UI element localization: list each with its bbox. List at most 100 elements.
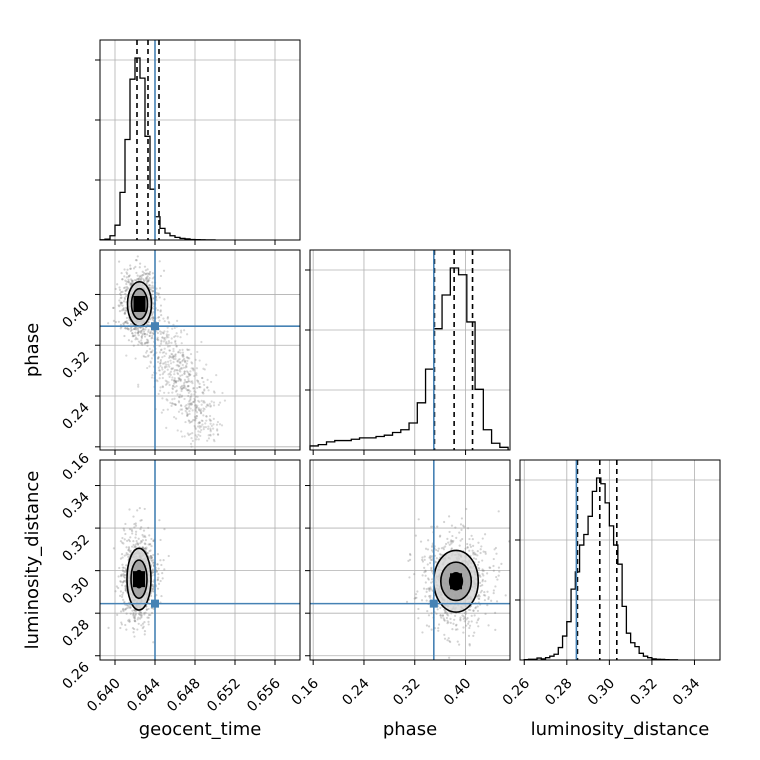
sample-point: [150, 357, 153, 360]
sample-point: [128, 283, 132, 286]
sample-point: [163, 298, 166, 301]
sample-point: [132, 631, 135, 634]
sample-point: [122, 591, 125, 594]
sample-point: [174, 403, 177, 406]
sample-point: [146, 355, 149, 358]
xtick-label: 0.640: [84, 676, 124, 716]
sample-point: [446, 639, 449, 642]
sample-point: [125, 276, 128, 279]
sample-point: [181, 354, 184, 357]
sample-point: [454, 526, 457, 529]
sample-point: [114, 287, 117, 291]
sample-point: [143, 611, 146, 615]
sample-point: [146, 278, 150, 281]
sample-point: [142, 278, 145, 281]
sample-point: [463, 616, 466, 619]
xtick-label: 0.40: [441, 676, 474, 709]
sample-point: [457, 643, 461, 646]
sample-point: [147, 341, 150, 344]
sample-point: [194, 434, 197, 437]
sample-point: [467, 608, 470, 611]
sample-point: [123, 529, 126, 532]
sample-point: [143, 335, 147, 338]
sample-point: [413, 573, 416, 576]
sample-point: [124, 570, 127, 573]
sample-point: [144, 273, 147, 276]
sample-point: [472, 609, 475, 612]
sample-point: [207, 389, 210, 392]
sample-point: [189, 432, 192, 436]
sample-point: [158, 287, 162, 290]
sample-point: [493, 548, 496, 551]
sample-point: [459, 523, 463, 526]
sample-point: [484, 580, 487, 583]
truth-marker: [429, 599, 438, 608]
sample-point: [149, 332, 152, 335]
sample-point: [210, 400, 213, 403]
sample-point: [170, 367, 173, 370]
sample-point: [189, 407, 192, 410]
sample-point: [122, 309, 125, 312]
sample-point: [449, 617, 452, 620]
sample-point: [173, 335, 176, 339]
sample-point: [450, 542, 453, 545]
sample-point: [137, 542, 140, 545]
sample-point: [211, 457, 213, 459]
sample-point: [126, 539, 129, 542]
sample-point: [172, 347, 175, 351]
scatter-geocent_time-luminosity_distance: [100, 460, 300, 660]
sample-point: [123, 296, 126, 299]
sample-point: [497, 574, 500, 577]
sample-point: [130, 545, 134, 548]
sample-point: [195, 411, 199, 414]
sample-point: [181, 373, 184, 377]
sample-point: [119, 590, 123, 593]
sample-point: [121, 277, 124, 281]
sample-point: [151, 290, 154, 293]
sample-point: [178, 357, 181, 361]
sample-point: [137, 331, 140, 334]
sample-point: [487, 596, 490, 599]
xtick-label: 0.644: [124, 675, 164, 715]
sample-point: [430, 568, 433, 571]
sample-point: [429, 555, 432, 558]
sample-point: [438, 535, 442, 538]
sample-point: [189, 390, 192, 393]
sample-point: [128, 620, 131, 623]
ytick-label: 0.34: [59, 489, 92, 522]
sample-point: [162, 362, 165, 365]
sample-point: [191, 432, 194, 435]
sample-point: [122, 607, 125, 610]
sample-point: [197, 433, 200, 436]
sample-point: [147, 279, 150, 283]
sample-point: [171, 353, 174, 356]
ylabel-phase: phase: [22, 323, 43, 377]
sample-point: [172, 355, 175, 359]
sample-point: [147, 272, 150, 275]
sample-point: [159, 360, 162, 363]
sample-point: [424, 581, 427, 584]
sample-point: [408, 552, 412, 556]
sample-point: [143, 613, 146, 616]
sample-point: [200, 399, 203, 402]
sample-point: [484, 550, 487, 554]
sample-point: [139, 274, 142, 277]
sample-point: [136, 628, 139, 631]
sample-point: [442, 548, 445, 551]
sample-point: [428, 587, 431, 590]
histogram-phase: [309, 267, 509, 450]
sample-point: [463, 611, 466, 614]
sample-point: [178, 378, 181, 381]
sample-point: [183, 372, 186, 376]
sample-point: [435, 557, 438, 560]
sample-point: [140, 337, 143, 340]
sample-point: [157, 576, 160, 579]
sample-point: [128, 618, 131, 621]
sample-point: [131, 280, 134, 283]
sample-point: [436, 608, 439, 611]
sample-point: [189, 399, 192, 402]
xtick-label: 0.24: [339, 675, 372, 708]
sample-point: [122, 307, 125, 310]
sample-point: [209, 427, 212, 430]
sample-point: [190, 445, 193, 448]
